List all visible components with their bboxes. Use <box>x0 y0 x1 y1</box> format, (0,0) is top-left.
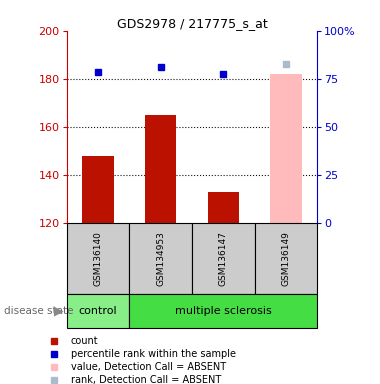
Text: percentile rank within the sample: percentile rank within the sample <box>71 349 236 359</box>
Bar <box>207 192 239 223</box>
Text: ▶: ▶ <box>54 305 64 318</box>
Bar <box>129 294 317 328</box>
Text: multiple sclerosis: multiple sclerosis <box>175 306 272 316</box>
Bar <box>66 223 129 294</box>
Text: disease state: disease state <box>4 306 73 316</box>
Text: GSM136149: GSM136149 <box>282 231 290 286</box>
Bar <box>270 74 302 223</box>
Bar <box>192 223 255 294</box>
Bar <box>129 223 192 294</box>
Text: GSM136147: GSM136147 <box>219 231 228 286</box>
Bar <box>145 115 176 223</box>
Text: GSM136140: GSM136140 <box>93 231 102 286</box>
Bar <box>82 156 114 223</box>
Text: count: count <box>71 336 98 346</box>
Text: rank, Detection Call = ABSENT: rank, Detection Call = ABSENT <box>71 375 221 384</box>
Bar <box>255 223 317 294</box>
Text: value, Detection Call = ABSENT: value, Detection Call = ABSENT <box>71 362 226 372</box>
Text: control: control <box>79 306 117 316</box>
Text: GSM134953: GSM134953 <box>156 231 165 286</box>
Bar <box>66 294 129 328</box>
Title: GDS2978 / 217775_s_at: GDS2978 / 217775_s_at <box>117 17 267 30</box>
